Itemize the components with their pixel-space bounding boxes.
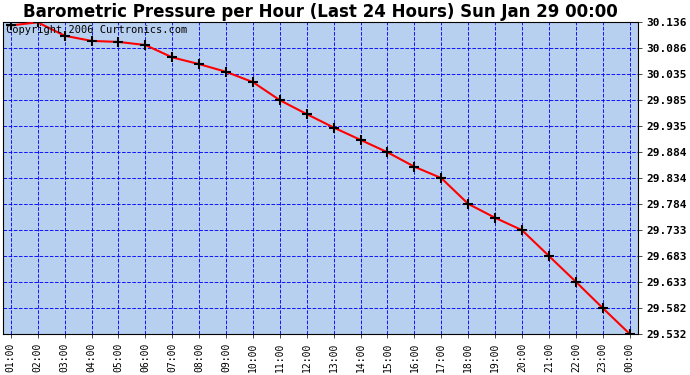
Text: Copyright 2006 Curtronics.com: Copyright 2006 Curtronics.com (6, 26, 187, 36)
Title: Barometric Pressure per Hour (Last 24 Hours) Sun Jan 29 00:00: Barometric Pressure per Hour (Last 24 Ho… (23, 3, 618, 21)
